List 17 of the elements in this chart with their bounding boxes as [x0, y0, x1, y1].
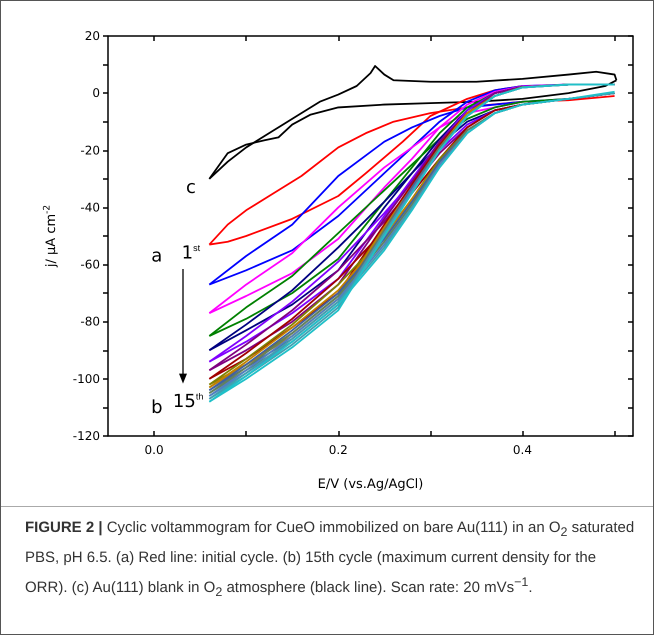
- y-tick-label: -60: [80, 258, 100, 272]
- annotation: b: [151, 396, 163, 418]
- y-tick-label: -80: [80, 314, 100, 329]
- annotation: a: [151, 246, 162, 266]
- y-tick-label: 0: [92, 86, 100, 100]
- x-tick-label: 0.4: [512, 443, 532, 457]
- text: FIGURE 2 | Cyclic voltammogram for CueO immobilized on bare Au(111) in an O$_{2}$ saturated PBS, pH 6.5. (a) Red line: initial cycle. (b) 15th cycle (maximum current density for the ORR). (c) Au(111) blank in O$_{2}$ atmosphere (black line). Scan rate: 20 mVs$^{−1}$.: [25, 519, 634, 599]
- y-axis-title: j/ μA cm-2: [42, 204, 59, 268]
- y-tick-label: -20: [80, 143, 100, 158]
- y-tick-label: -120: [72, 429, 100, 443]
- x-tick-label: 0.2: [328, 443, 348, 457]
- y-tick-label: -40: [80, 200, 100, 214]
- x-tick-label: 0.0: [144, 443, 164, 457]
- x-axis-title: E/V (vs.Ag/AgCl): [318, 477, 424, 492]
- y-tick-label: 20: [84, 29, 100, 43]
- y-tick-label: -100: [72, 372, 100, 386]
- annotation: c: [186, 176, 196, 198]
